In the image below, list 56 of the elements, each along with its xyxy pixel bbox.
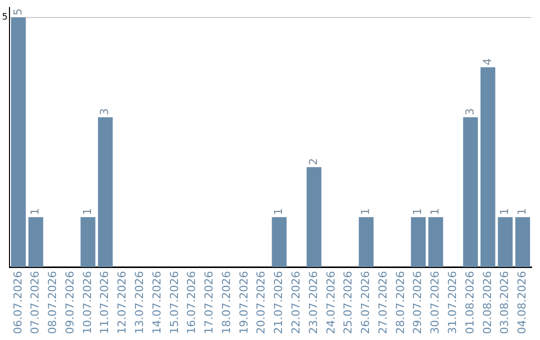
x-tick-label: 15.07.2026 bbox=[168, 271, 181, 334]
data-label: 1 bbox=[498, 208, 512, 216]
x-tick-label: 26.07.2026 bbox=[359, 271, 372, 334]
x-tick-label: 29.07.2026 bbox=[411, 271, 424, 334]
x-tick-label: 03.08.2026 bbox=[498, 271, 512, 334]
data-label: 1 bbox=[411, 208, 424, 216]
x-tick-label: 06.07.2026 bbox=[11, 271, 24, 334]
x-tick-label: 28.07.2026 bbox=[394, 271, 407, 334]
x-tick-label: 08.07.2026 bbox=[46, 271, 60, 334]
bar bbox=[428, 217, 444, 268]
x-tick-label: 30.07.2026 bbox=[428, 271, 442, 334]
x-tick-label: 11.07.2026 bbox=[98, 271, 112, 334]
bar bbox=[11, 17, 26, 268]
x-tick-label: 21.07.2026 bbox=[272, 271, 286, 334]
data-label: 3 bbox=[98, 108, 112, 116]
x-tick-label: 20.07.2026 bbox=[254, 271, 268, 334]
bar bbox=[358, 217, 374, 268]
x-tick-label: 18.07.2026 bbox=[220, 271, 233, 334]
bar bbox=[410, 217, 426, 268]
x-tick-label: 02.08.2026 bbox=[480, 271, 494, 334]
x-tick-label: 04.08.2026 bbox=[516, 271, 529, 334]
x-tick-label: 22.07.2026 bbox=[289, 271, 302, 334]
data-label: 5 bbox=[2, 12, 8, 23]
bar bbox=[28, 217, 44, 268]
x-tick-label: 01.08.2026 bbox=[463, 271, 476, 334]
x-tick-label: 12.07.2026 bbox=[116, 271, 129, 334]
x-tick-label: 17.07.2026 bbox=[202, 271, 216, 334]
data-label: 3 bbox=[463, 108, 476, 116]
x-tick-label: 31.07.2026 bbox=[446, 271, 459, 334]
data-label: 1 bbox=[428, 208, 442, 216]
bar bbox=[272, 217, 287, 268]
x-tick-label: 10.07.2026 bbox=[80, 271, 94, 334]
bar bbox=[306, 167, 322, 268]
x-tick-label: 19.07.2026 bbox=[237, 271, 250, 334]
data-label: 1 bbox=[272, 208, 286, 216]
data-label: 4 bbox=[480, 58, 494, 66]
data-label: 1 bbox=[359, 208, 372, 216]
x-tick-label: 25.07.2026 bbox=[342, 271, 355, 334]
x-tick-label: 07.07.2026 bbox=[28, 271, 42, 334]
x-tick-label: 14.07.2026 bbox=[150, 271, 164, 334]
data-label: 1 bbox=[516, 208, 529, 216]
x-tick-label: 16.07.2026 bbox=[185, 271, 198, 334]
bar bbox=[498, 217, 513, 268]
x-tick-label: 24.07.2026 bbox=[324, 271, 338, 334]
x-tick-label: 27.07.2026 bbox=[376, 271, 390, 334]
bar bbox=[480, 67, 496, 268]
data-label: 2 bbox=[306, 158, 320, 166]
x-tick-label: 13.07.2026 bbox=[132, 271, 146, 334]
data-label: 1 bbox=[80, 208, 94, 216]
bar bbox=[98, 117, 113, 268]
bar bbox=[463, 117, 478, 268]
x-tick-label: 23.07.2026 bbox=[306, 271, 320, 334]
data-label: 1 bbox=[28, 208, 42, 216]
x-tick-label: 09.07.2026 bbox=[63, 271, 76, 334]
bar bbox=[515, 217, 530, 268]
bar bbox=[80, 217, 96, 268]
